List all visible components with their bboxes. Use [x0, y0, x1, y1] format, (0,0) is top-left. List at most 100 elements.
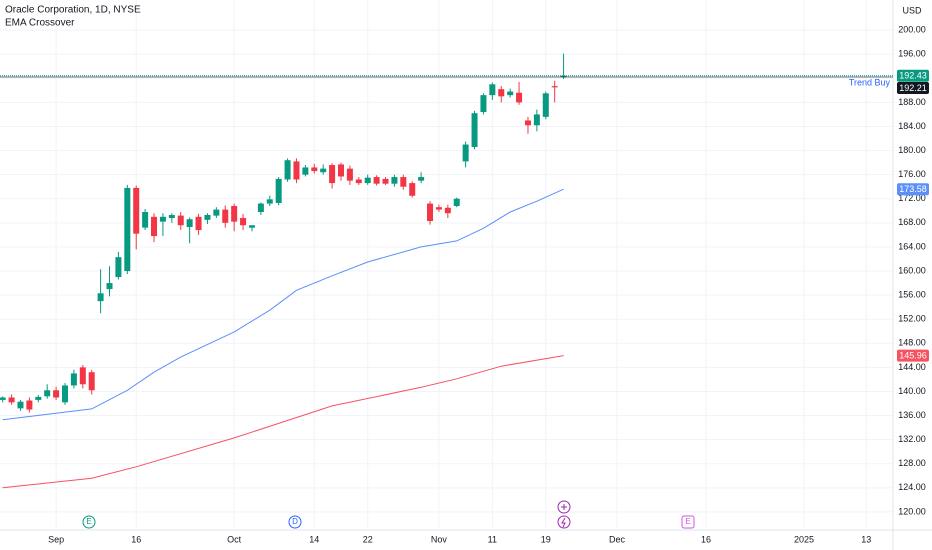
candle-body — [186, 219, 193, 228]
price-badge-label: 192.43 — [899, 71, 927, 81]
plot: Trend Buy — [0, 0, 893, 530]
candle-body — [88, 372, 95, 391]
price-badge — [897, 82, 929, 95]
event-icon — [681, 515, 695, 529]
candle-body — [382, 178, 389, 184]
candle-body — [373, 177, 380, 184]
candle-body — [106, 283, 113, 290]
y-tick-label: 180.00 — [898, 145, 926, 155]
candle-body — [17, 401, 24, 409]
event-lightning — [561, 517, 566, 528]
y-tick-label: 196.00 — [898, 49, 926, 59]
candle-body — [35, 396, 42, 400]
price-badge-label: 192.21 — [899, 83, 927, 93]
y-tick-label: 164.00 — [898, 241, 926, 251]
y-tick-label: 136.00 — [898, 410, 926, 420]
x-tick-label: Dec — [609, 534, 626, 544]
candle-body — [124, 187, 131, 272]
y-tick-label: 132.00 — [898, 434, 926, 444]
price-badge — [897, 349, 929, 362]
candle-body — [551, 86, 558, 88]
y-tick-label: 176.00 — [898, 169, 926, 179]
candle-body — [26, 400, 33, 410]
price-badge-label: 145.96 — [899, 350, 927, 360]
candle-body — [53, 390, 60, 398]
candle-body — [79, 367, 86, 385]
candle-body — [8, 397, 15, 403]
candle-body — [142, 212, 149, 228]
event-label: D — [292, 517, 298, 526]
candle-body — [400, 177, 407, 187]
event-icon — [82, 515, 96, 529]
candle-body — [355, 179, 362, 184]
currency: USD — [902, 5, 922, 15]
candle-body — [364, 177, 371, 184]
x-tick-label: 14 — [309, 534, 319, 544]
candle-body — [168, 215, 175, 219]
candle-body — [427, 203, 434, 222]
x-tick-label: 19 — [541, 534, 551, 544]
candle-body — [444, 207, 451, 214]
x-tick-label: 2025 — [794, 534, 814, 544]
candle-body — [61, 385, 68, 403]
candle-body — [453, 198, 460, 206]
y-tick-label: 148.00 — [898, 338, 926, 348]
y-tick-label: 172.00 — [898, 193, 926, 203]
candle-body — [284, 160, 291, 180]
y-tick-label: 160.00 — [898, 265, 926, 275]
candle-body — [480, 95, 487, 113]
event-icon — [557, 515, 571, 529]
candle-body — [346, 168, 353, 181]
y-tick-label: 144.00 — [898, 362, 926, 372]
x-tick-label: Sep — [48, 534, 64, 544]
candle-body — [248, 225, 255, 228]
candle-body — [560, 75, 567, 78]
candle-body — [0, 397, 6, 400]
candle-body — [257, 203, 264, 212]
chart-title: Oracle Corporation, 1D, NYSE — [5, 5, 141, 16]
candle-body — [151, 216, 158, 237]
candle-body — [133, 187, 140, 234]
price-badge — [897, 69, 929, 82]
y-tick-label: 156.00 — [898, 289, 926, 299]
candle-body — [266, 199, 273, 204]
candle-body — [542, 93, 549, 117]
candle-body — [195, 216, 202, 231]
candle-body — [159, 216, 166, 222]
candle-body — [507, 91, 514, 96]
ema-line — [2, 355, 564, 489]
candle-body — [409, 183, 416, 196]
candle-body — [391, 177, 398, 184]
candle-body — [462, 144, 469, 162]
candle-body — [489, 84, 496, 96]
candle-body — [337, 164, 344, 177]
x-tick-label: Nov — [431, 534, 448, 544]
y-tick-label: 128.00 — [898, 458, 926, 468]
candle-body — [97, 293, 104, 302]
price-badge-label: 173.58 — [899, 184, 927, 194]
y-tick-label: 140.00 — [898, 386, 926, 396]
x-tick-label: 22 — [363, 534, 373, 544]
candle-body — [320, 168, 327, 173]
y-tick-label: 120.00 — [898, 506, 926, 516]
y-tick-label: 188.00 — [898, 97, 926, 107]
candle-body — [213, 209, 220, 216]
candle-body — [44, 390, 51, 397]
ema-line — [2, 188, 564, 421]
x-tick-label: 16 — [131, 534, 141, 544]
y-tick-label: 124.00 — [898, 482, 926, 492]
event-marker: E — [681, 515, 695, 529]
candle-body — [204, 215, 211, 220]
x-tick-label: 11 — [488, 534, 497, 544]
y-tick-label: 200.00 — [898, 24, 926, 34]
candle-body — [524, 120, 531, 126]
candle-body — [222, 209, 229, 223]
y-tick-label: 184.00 — [898, 121, 926, 131]
candle-body — [70, 373, 77, 386]
candle-body — [275, 178, 282, 203]
x-tick-label: 16 — [701, 534, 711, 544]
event-label: E — [86, 517, 91, 526]
price-badge — [897, 183, 929, 196]
